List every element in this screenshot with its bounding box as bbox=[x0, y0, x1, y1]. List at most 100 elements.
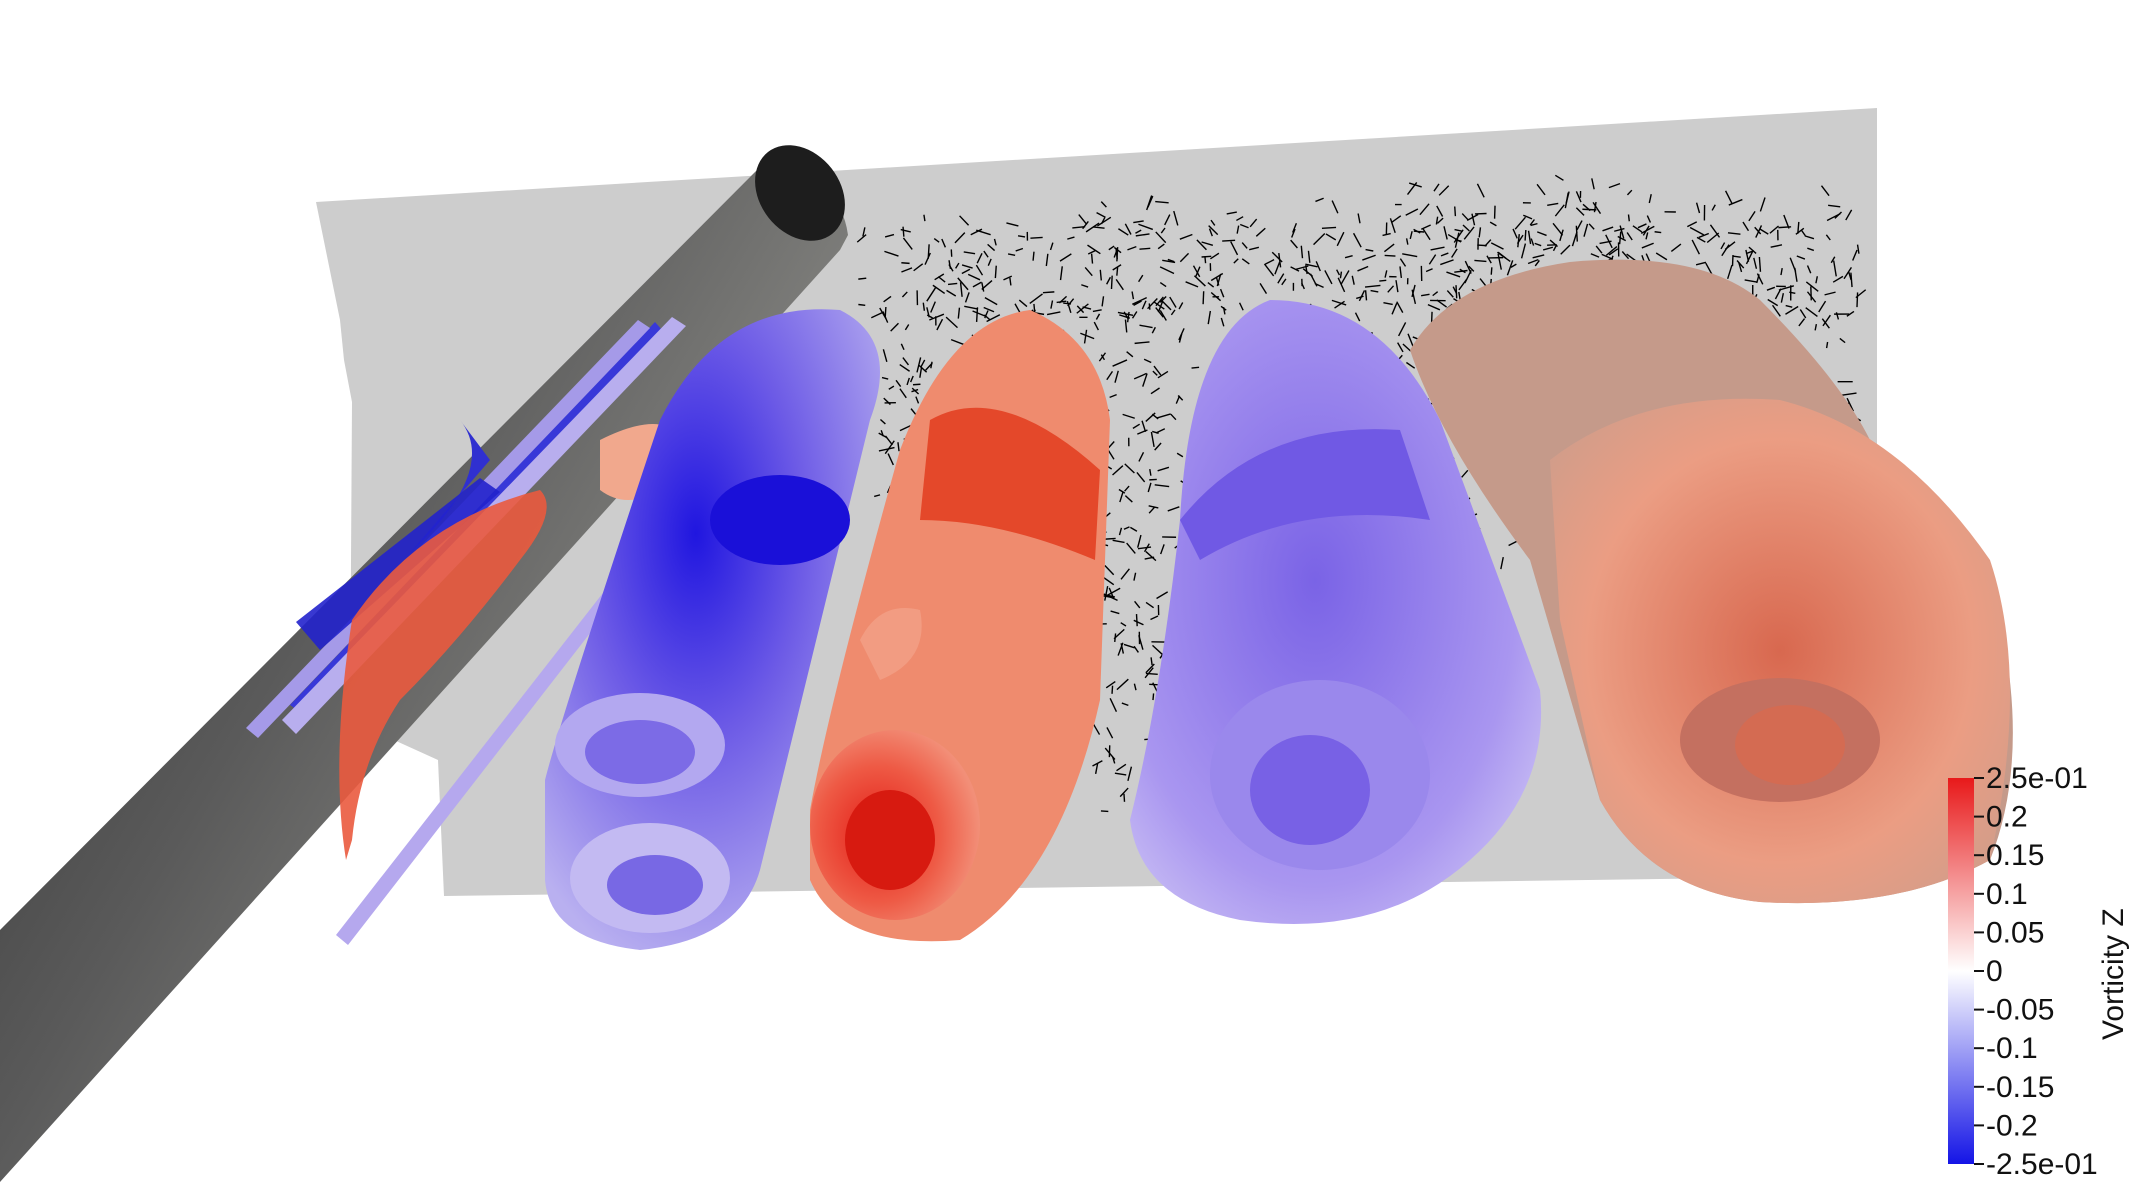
velocity-arrow bbox=[1748, 211, 1756, 222]
velocity-arrow bbox=[972, 310, 986, 317]
velocity-arrow bbox=[1496, 251, 1511, 262]
velocity-arrow bbox=[1179, 233, 1193, 240]
velocity-arrow bbox=[1436, 217, 1444, 224]
velocity-arrow bbox=[1726, 265, 1733, 280]
velocity-arrow bbox=[1523, 214, 1533, 220]
velocity-arrow bbox=[1745, 250, 1753, 255]
velocity-arrow bbox=[1852, 249, 1858, 261]
velocity-arrow bbox=[1552, 244, 1558, 252]
velocity-arrow bbox=[1144, 667, 1154, 679]
velocity-arrow bbox=[1413, 228, 1421, 234]
velocity-arrow bbox=[1255, 227, 1266, 237]
velocity-arrow bbox=[983, 250, 989, 258]
velocity-arrow bbox=[1106, 727, 1114, 739]
velocity-arrow bbox=[932, 284, 946, 295]
velocity-arrow bbox=[1292, 222, 1298, 233]
velocity-arrow bbox=[1532, 254, 1545, 259]
colorbar-tick-label: -0.2 bbox=[1986, 1109, 2038, 1142]
velocity-arrow bbox=[1138, 274, 1144, 283]
velocity-arrow bbox=[1510, 263, 1517, 268]
velocity-arrow bbox=[1210, 219, 1216, 226]
velocity-arrow bbox=[1846, 310, 1855, 317]
velocity-arrow bbox=[924, 252, 931, 265]
velocity-arrow bbox=[1099, 269, 1103, 281]
velocity-arrow bbox=[1554, 204, 1565, 217]
velocity-arrow bbox=[1446, 290, 1454, 298]
velocity-arrow bbox=[1145, 551, 1157, 562]
colorbar-tick-label: -0.15 bbox=[1986, 1071, 2054, 1104]
velocity-arrow bbox=[1264, 259, 1275, 265]
velocity-arrow bbox=[1059, 266, 1063, 281]
velocity-arrow bbox=[1626, 253, 1637, 262]
velocity-arrow bbox=[1595, 245, 1603, 254]
velocity-arrow bbox=[1453, 229, 1464, 243]
velocity-arrow bbox=[1358, 290, 1366, 302]
velocity-arrow bbox=[920, 359, 926, 368]
velocity-arrow bbox=[1756, 274, 1760, 284]
velocity-arrow bbox=[1131, 311, 1138, 319]
velocity-arrow bbox=[1095, 313, 1101, 320]
velocity-arrow bbox=[1127, 766, 1133, 781]
velocity-arrow bbox=[899, 388, 907, 399]
velocity-arrow bbox=[1711, 204, 1716, 211]
velocity-arrow bbox=[1305, 263, 1318, 268]
velocity-arrow bbox=[1112, 756, 1116, 764]
velocity-arrow bbox=[1806, 265, 1812, 274]
velocity-arrow bbox=[901, 262, 910, 265]
velocity-arrow bbox=[1826, 213, 1841, 222]
velocity-arrow bbox=[1164, 214, 1171, 226]
velocity-arrow bbox=[1138, 635, 1144, 650]
velocity-arrow bbox=[1147, 195, 1154, 208]
velocity-arrow bbox=[1130, 526, 1138, 532]
velocity-arrow bbox=[1082, 221, 1089, 230]
velocity-arrow bbox=[1855, 289, 1867, 299]
velocity-arrow bbox=[1118, 228, 1129, 236]
velocity-arrow bbox=[1778, 285, 1795, 291]
velocity-arrow bbox=[1364, 284, 1381, 288]
velocity-arrow bbox=[1530, 222, 1538, 227]
velocity-arrow bbox=[1446, 271, 1461, 278]
velocity-arrow bbox=[1201, 241, 1214, 247]
velocity-arrow bbox=[1529, 219, 1535, 226]
velocity-arrow bbox=[1399, 258, 1407, 267]
velocity-arrow bbox=[899, 364, 910, 372]
velocity-arrow bbox=[1463, 226, 1475, 240]
velocity-arrow bbox=[976, 253, 983, 264]
velocity-arrow bbox=[911, 387, 920, 395]
velocity-arrow bbox=[1770, 244, 1783, 248]
velocity-arrow bbox=[1626, 189, 1633, 196]
velocity-arrow bbox=[1152, 644, 1165, 657]
velocity-arrow bbox=[1478, 227, 1482, 238]
velocity-arrow bbox=[1605, 246, 1618, 256]
velocity-arrow bbox=[1133, 300, 1142, 306]
velocity-arrow bbox=[1046, 311, 1061, 316]
velocity-arrow bbox=[1476, 183, 1485, 198]
velocity-arrow bbox=[923, 214, 926, 222]
velocity-arrow bbox=[1592, 201, 1602, 215]
velocity-arrow bbox=[1145, 601, 1155, 609]
velocity-arrow bbox=[1637, 223, 1647, 229]
velocity-arrow bbox=[1398, 322, 1407, 337]
velocity-arrow bbox=[1124, 485, 1130, 492]
velocity-arrow bbox=[900, 228, 911, 233]
velocity-arrow bbox=[1117, 311, 1134, 317]
velocity-arrow bbox=[1614, 227, 1625, 232]
velocity-arrow bbox=[1821, 318, 1830, 329]
velocity-arrow bbox=[1145, 412, 1156, 422]
velocity-arrow bbox=[1500, 556, 1504, 570]
velocity-arrow bbox=[1042, 291, 1055, 294]
velocity-arrow bbox=[1136, 471, 1146, 483]
velocity-arrow bbox=[1497, 253, 1502, 270]
velocity-arrow bbox=[1152, 370, 1158, 376]
velocity-arrow bbox=[1133, 619, 1144, 626]
velocity-arrow bbox=[1208, 225, 1219, 236]
velocity-arrow bbox=[1536, 183, 1546, 196]
velocity-arrow bbox=[1124, 223, 1132, 235]
velocity-arrow bbox=[1454, 228, 1463, 232]
velocity-arrow bbox=[1009, 277, 1012, 286]
velocity-arrow bbox=[926, 287, 937, 302]
velocity-arrow bbox=[1167, 506, 1180, 512]
velocity-arrow bbox=[1118, 527, 1123, 536]
velocity-arrow bbox=[1686, 221, 1698, 228]
velocity-arrow bbox=[1728, 198, 1743, 206]
